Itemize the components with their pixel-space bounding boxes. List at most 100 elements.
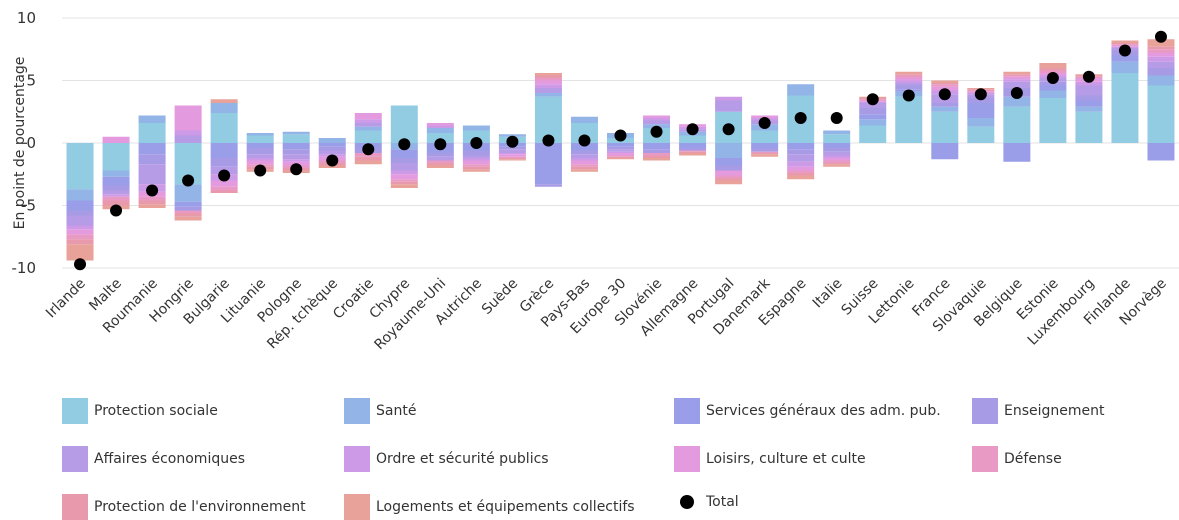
bar-segment xyxy=(751,115,779,118)
bar-segment xyxy=(787,84,815,96)
bar-segment xyxy=(174,210,202,213)
bar-segment xyxy=(498,134,526,137)
bar-segment xyxy=(823,130,851,135)
bar-segment xyxy=(967,126,995,143)
y-tick-label: -10 xyxy=(12,259,37,277)
bar-segment xyxy=(895,74,923,76)
bar-segment xyxy=(1075,106,1103,112)
legend-swatch xyxy=(62,398,88,424)
bar-segment xyxy=(102,190,130,195)
bar-segment xyxy=(354,119,382,123)
bar-segment xyxy=(462,150,490,156)
bar-segment xyxy=(390,184,418,188)
bar-segment xyxy=(138,164,166,185)
bar-segment xyxy=(1147,75,1175,86)
bar-segment xyxy=(643,153,671,156)
total-point xyxy=(866,93,879,106)
legend-item[interactable]: Ordre et sécurité publics xyxy=(344,446,549,472)
x-axis-labels: IrlandeMalteRoumanieHongrieBulgarieLitua… xyxy=(43,275,1170,353)
bar-segment xyxy=(426,153,454,157)
legend-item[interactable]: Loisirs, culture et culte xyxy=(674,446,866,472)
bar-segment xyxy=(607,151,634,153)
total-point xyxy=(434,138,447,151)
bar-segment xyxy=(174,201,202,207)
bar-segment xyxy=(1039,70,1067,73)
total-point xyxy=(146,184,159,197)
bar-segment xyxy=(462,160,490,165)
legend-item[interactable]: Total xyxy=(674,494,739,510)
bar-segment xyxy=(534,73,562,76)
bar-segment xyxy=(570,164,598,167)
legend-label: Santé xyxy=(376,403,417,419)
y-tick-label: -5 xyxy=(21,197,36,215)
bar-segment xyxy=(246,148,274,155)
bar-segment xyxy=(66,189,94,201)
bar-segment xyxy=(1039,98,1067,143)
bar-segment xyxy=(102,143,130,171)
bar-segment xyxy=(210,143,238,158)
bar-segment xyxy=(102,196,130,201)
bar-segment xyxy=(1111,40,1139,43)
legend-item[interactable]: Protection sociale xyxy=(62,398,218,424)
bar-segment xyxy=(895,83,923,86)
bar-segment xyxy=(102,200,130,206)
total-point xyxy=(254,164,267,177)
bar-segment xyxy=(859,119,887,126)
bar-segment xyxy=(823,158,851,161)
total-point xyxy=(218,169,231,182)
bar-segment xyxy=(534,75,562,78)
bar-segment xyxy=(1039,90,1067,98)
bar-segment xyxy=(282,134,310,143)
bar-segment xyxy=(931,143,959,160)
bar-segment xyxy=(967,98,995,103)
stacked-bar-chart: -10 -5 0 5 10 IrlandeMalteRoumanieHongrieBul… xyxy=(12,9,1179,353)
bar-segment xyxy=(715,180,743,185)
bar-segment xyxy=(1111,43,1139,45)
total-point xyxy=(902,89,915,102)
bar-segment xyxy=(679,148,707,151)
total-point xyxy=(1046,72,1059,84)
bar-segment xyxy=(570,150,598,155)
x-tick-label: Suède xyxy=(479,276,521,318)
bar-segment xyxy=(534,84,562,88)
bar-segment xyxy=(751,130,779,143)
bar-segment xyxy=(607,156,634,158)
legend-item[interactable]: Services généraux des adm. pub. xyxy=(674,398,941,424)
bar-segment xyxy=(787,161,815,167)
legend-item[interactable]: Défense xyxy=(972,446,1062,472)
bar-segment xyxy=(1147,56,1175,62)
bar-segment xyxy=(354,126,382,131)
legend-item[interactable]: Protection de l'environnement xyxy=(62,494,306,520)
bar-segment xyxy=(498,146,526,150)
bar-segment xyxy=(787,175,815,180)
bar-segment xyxy=(174,135,202,143)
bar-segment xyxy=(1147,85,1175,143)
legend-item[interactable]: Affaires économiques xyxy=(62,446,245,472)
legend-item[interactable]: Santé xyxy=(344,398,416,424)
bar-segment xyxy=(102,185,130,191)
bar-segment xyxy=(751,153,779,155)
bar-segment xyxy=(1003,106,1031,143)
bar-segment xyxy=(643,120,671,125)
bar-segment xyxy=(1003,81,1031,88)
bar-segment xyxy=(751,143,779,148)
legend-swatch xyxy=(674,398,700,424)
bar-segment xyxy=(787,149,815,155)
bar-segment xyxy=(498,159,526,161)
legend-item[interactable]: Logements et équipements collectifs xyxy=(344,494,635,520)
bar-segment xyxy=(426,123,454,126)
bar-segment xyxy=(570,158,598,161)
bar-segment xyxy=(462,125,490,131)
total-point xyxy=(110,204,123,217)
total-point xyxy=(506,135,519,148)
bar-segment xyxy=(715,175,743,178)
bar-segment xyxy=(1039,63,1067,68)
bar-segment xyxy=(534,80,562,85)
bar-segment xyxy=(390,149,418,158)
bar-segment xyxy=(102,136,130,143)
bar-segment xyxy=(390,170,418,175)
legend-item[interactable]: Enseignement xyxy=(972,398,1105,424)
legend-label: Enseignement xyxy=(1004,403,1105,419)
bar-segment xyxy=(210,158,238,167)
bar-segment xyxy=(895,85,923,90)
